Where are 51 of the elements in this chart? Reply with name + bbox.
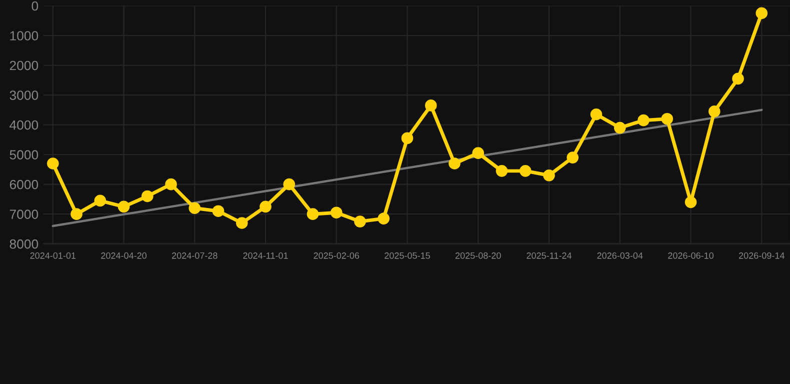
- point: [306, 208, 319, 220]
- point: [46, 158, 59, 170]
- x-tick-label: 2025-05-15: [384, 252, 430, 259]
- point: [94, 194, 106, 207]
- point: [472, 147, 484, 159]
- y-tick-label: 5000: [10, 150, 38, 160]
- point: [519, 165, 532, 177]
- point: [378, 212, 390, 224]
- point: [118, 200, 130, 213]
- point: [708, 106, 720, 118]
- x-tick-label: 2026-03-04: [597, 252, 643, 259]
- point: [141, 190, 154, 202]
- x-tick-label: 2024-04-20: [101, 252, 147, 259]
- x-tick-label: 2024-07-28: [172, 252, 218, 259]
- x-tick-label: 2024-01-01: [30, 252, 76, 259]
- point: [496, 165, 508, 177]
- point: [70, 208, 82, 220]
- point: [543, 169, 555, 182]
- y-tick-label: 3000: [10, 90, 38, 100]
- point: [448, 158, 460, 170]
- point: [212, 205, 224, 218]
- point: [566, 152, 579, 164]
- y-tick-label: 8000: [10, 239, 38, 249]
- point: [684, 196, 697, 208]
- x-tick-label: 2024-11-01: [243, 252, 288, 259]
- point: [614, 122, 626, 134]
- y-tick-label: 0: [32, 1, 38, 11]
- point: [354, 216, 366, 228]
- point: [236, 217, 248, 229]
- point: [661, 112, 674, 125]
- point: [260, 200, 272, 213]
- point: [401, 132, 414, 144]
- point: [424, 100, 437, 112]
- point: [165, 178, 177, 190]
- point: [330, 206, 342, 218]
- x-tick-label: 2026-09-14: [739, 252, 784, 259]
- y-tick-label: 7000: [10, 210, 38, 219]
- y-tick-label: 6000: [10, 180, 38, 190]
- x-tick-label: 2026-06-10: [668, 252, 714, 259]
- x-tick-label: 2025-11-24: [526, 252, 572, 259]
- y-tick-label: 2000: [10, 60, 38, 70]
- y-tick-label: 4000: [10, 120, 38, 130]
- x-tick-label: 2025-08-20: [456, 252, 501, 259]
- point: [188, 202, 201, 214]
- x-tick-label: 2025-02-06: [314, 252, 360, 259]
- y-tick-label: 1000: [10, 31, 38, 40]
- point: [590, 108, 602, 120]
- point: [283, 178, 296, 190]
- point: [638, 114, 650, 126]
- point: [756, 7, 768, 20]
- point: [732, 72, 744, 85]
